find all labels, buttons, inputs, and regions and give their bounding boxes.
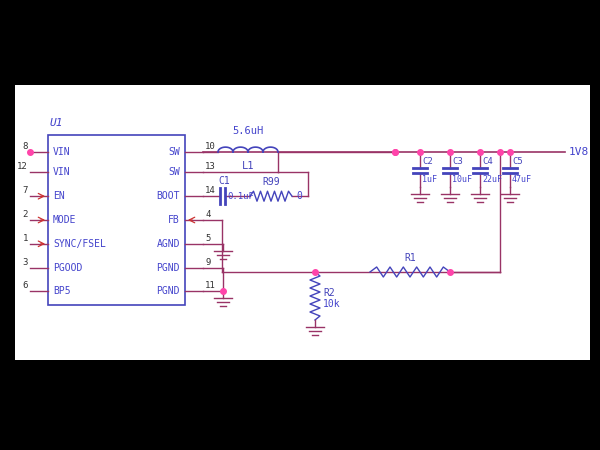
Text: 4: 4 — [205, 210, 211, 219]
Text: 10uF: 10uF — [452, 175, 472, 184]
Text: 6: 6 — [23, 281, 28, 290]
Text: SYNC/FSEL: SYNC/FSEL — [53, 239, 106, 249]
Text: VIN: VIN — [53, 147, 71, 157]
Bar — [48, 135, 185, 305]
Text: SW: SW — [168, 147, 180, 157]
Text: AGND: AGND — [157, 239, 180, 249]
Text: MODE: MODE — [53, 215, 77, 225]
Text: C5: C5 — [512, 157, 523, 166]
Text: 2: 2 — [23, 210, 28, 219]
Text: PGND: PGND — [157, 286, 180, 297]
Text: R2: R2 — [323, 288, 335, 298]
Text: SW: SW — [168, 167, 180, 177]
Text: 3: 3 — [23, 257, 28, 266]
Text: 5: 5 — [205, 234, 211, 243]
Text: L1: L1 — [242, 161, 254, 171]
Text: VIN: VIN — [53, 167, 71, 177]
Text: PGND: PGND — [157, 263, 180, 273]
Text: 7: 7 — [23, 186, 28, 195]
Text: 8: 8 — [23, 142, 28, 151]
Text: 0.1uF: 0.1uF — [227, 192, 254, 201]
Text: 22uF: 22uF — [482, 175, 502, 184]
Text: 11: 11 — [205, 281, 216, 290]
Text: 47uF: 47uF — [512, 175, 532, 184]
Text: 0: 0 — [296, 191, 302, 201]
Text: FB: FB — [168, 215, 180, 225]
Text: R1: R1 — [404, 253, 416, 263]
Text: 12: 12 — [17, 162, 28, 171]
Text: BOOT: BOOT — [157, 191, 180, 201]
Bar — [15, 85, 590, 360]
Text: EN: EN — [53, 191, 65, 201]
Text: 1uF: 1uF — [422, 175, 437, 184]
Text: C1: C1 — [218, 176, 230, 186]
Text: 1V8: 1V8 — [569, 147, 589, 157]
Text: R99: R99 — [262, 177, 280, 187]
Text: PGOOD: PGOOD — [53, 263, 82, 273]
Text: 13: 13 — [205, 162, 216, 171]
Text: 10k: 10k — [323, 299, 341, 309]
Text: 5.6uH: 5.6uH — [232, 126, 263, 136]
Text: 10: 10 — [205, 142, 216, 151]
Text: 9: 9 — [205, 257, 211, 266]
Text: BP5: BP5 — [53, 286, 71, 297]
Text: U1: U1 — [50, 118, 64, 128]
Text: C2: C2 — [422, 157, 433, 166]
Text: C3: C3 — [452, 157, 463, 166]
Text: 14: 14 — [205, 186, 216, 195]
Text: 1: 1 — [23, 234, 28, 243]
Text: C4: C4 — [482, 157, 493, 166]
